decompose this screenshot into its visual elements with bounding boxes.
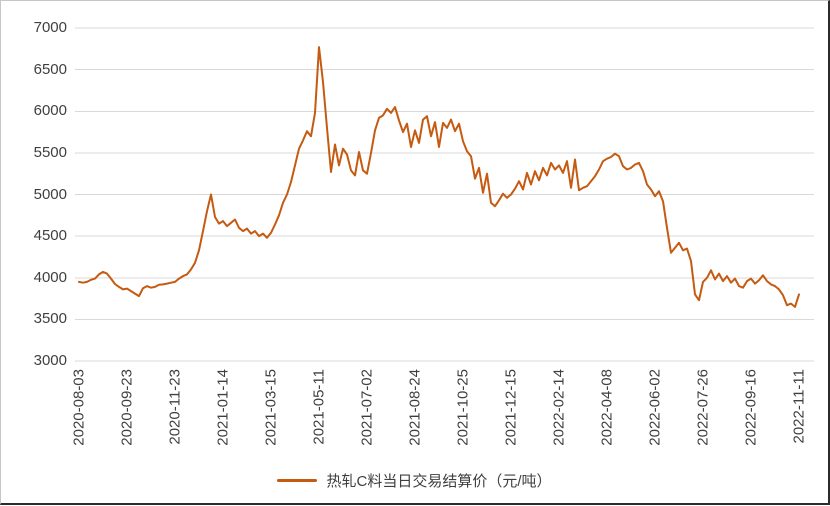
y-axis-tick-label: 3000 — [33, 352, 67, 369]
y-axis-tick-label: 6500 — [33, 60, 67, 78]
legend: 热轧C料当日交易结算价（元/吨） — [1, 470, 828, 491]
y-axis-tick-label: 5000 — [33, 185, 67, 203]
legend-series-label: 热轧C料当日交易结算价（元/吨） — [326, 473, 552, 490]
x-axis-tick-label: 2021-03-15 — [262, 369, 280, 446]
y-axis-tick-label: 4000 — [33, 268, 67, 286]
x-axis-tick-label: 2021-07-02 — [358, 369, 376, 446]
x-axis-tick-label: 2021-12-15 — [502, 369, 520, 446]
x-axis-tick-label: 2022-09-16 — [742, 369, 760, 446]
x-axis-tick-label: 2022-07-26 — [694, 369, 712, 446]
x-axis-tick-label: 2022-04-08 — [598, 369, 616, 446]
y-axis-tick-label: 4500 — [33, 227, 67, 245]
y-axis-tick-label: 5500 — [33, 143, 67, 161]
x-axis-tick-label: 2020-09-23 — [118, 369, 136, 446]
y-axis-tick-label: 3500 — [33, 310, 67, 328]
legend-line-swatch — [277, 479, 318, 482]
x-axis-tick-label: 2022-06-02 — [646, 369, 664, 446]
x-axis-tick-label: 2021-01-14 — [214, 369, 232, 446]
x-axis-tick-label: 2022-11-11 — [790, 369, 808, 444]
x-axis-tick-label: 2020-11-23 — [166, 369, 184, 445]
x-axis-tick-label: 2020-08-03 — [70, 369, 88, 446]
y-axis-tick-label: 6000 — [33, 102, 67, 120]
x-axis-tick-label: 2021-08-24 — [406, 369, 424, 446]
price-series-line — [78, 46, 800, 308]
x-axis-tick-label: 2021-10-25 — [454, 369, 472, 446]
x-axis-tick-label: 2022-02-14 — [550, 369, 568, 446]
x-axis-tick-label: 2021-05-11 — [310, 369, 328, 445]
y-axis-tick-label: 7000 — [33, 19, 67, 36]
